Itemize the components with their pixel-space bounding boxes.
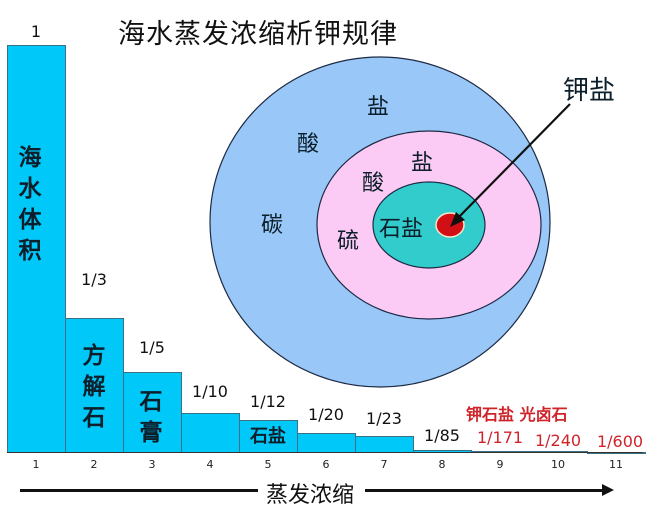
x-tick-label: 11 (609, 458, 623, 471)
inner-label-halite: 石盐 (379, 217, 424, 242)
outer-label-carbon: 碳 (261, 213, 284, 238)
bar-5-annotation: 石盐 (250, 426, 286, 447)
outer-label-acid: 酸 (297, 132, 320, 157)
x-tick-label: 4 (206, 458, 214, 471)
outer-label-salt: 盐 (367, 95, 390, 120)
bar-value-label: 1/85 (424, 426, 460, 445)
chart-title: 海水蒸发浓缩析钾规律 (118, 19, 398, 50)
x-tick-label: 1 (32, 458, 40, 471)
middle-label-acid: 酸 (362, 171, 385, 196)
x-tick-label: 5 (264, 458, 272, 471)
bar-value-label: 1 (30, 22, 42, 41)
x-axis-line (7, 452, 643, 453)
x-axis-label: 蒸发浓缩 (266, 483, 355, 508)
x-tick-label: 9 (496, 458, 504, 471)
x-tick-label: 10 (551, 458, 565, 471)
bar-value-label: 1/3 (81, 270, 107, 289)
x-tick-label: 3 (148, 458, 156, 471)
arrow-line (453, 103, 571, 223)
bar-value-label: 1/20 (308, 405, 344, 424)
bar-1 (7, 45, 66, 453)
middle-label-salt: 盐 (411, 151, 434, 176)
bar-3-annotation: 石膏 (139, 389, 163, 446)
bar-value-label: 1/171 (476, 428, 524, 447)
bar-value-label: 1/12 (250, 392, 286, 411)
middle-label-sulfur: 硫 (337, 229, 360, 254)
bar-1-annotation: 海水体积 (18, 145, 42, 264)
inner-ellipse-halite (372, 181, 486, 269)
x-tick-label: 7 (380, 458, 388, 471)
x-tick-label: 6 (322, 458, 330, 471)
x-arrow-line-right (365, 489, 605, 492)
arrow-head-icon (450, 212, 465, 227)
bar-value-label: 1/5 (139, 338, 165, 357)
bar-value-label: 1/10 (192, 382, 228, 401)
bar-value-label: 1/23 (366, 409, 402, 428)
bar-value-label: 1/600 (596, 432, 644, 451)
bar-2-annotation: 方解石 (82, 343, 106, 431)
x-arrow-line-left (20, 489, 258, 492)
x-tick-label: 8 (438, 458, 446, 471)
x-tick-label: 2 (90, 458, 98, 471)
potash-annotation: 钾石盐 光卤石 (466, 405, 568, 424)
bar-value-label: 1/240 (534, 431, 582, 450)
arrow-right-icon (602, 484, 614, 496)
core-label-potash: 钾盐 (563, 76, 616, 106)
